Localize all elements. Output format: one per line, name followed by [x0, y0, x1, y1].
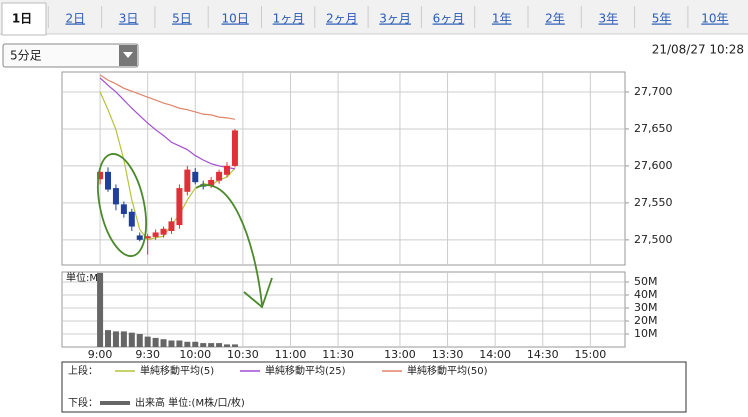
volume-bar	[184, 341, 191, 347]
legend-lower: 下段：	[68, 396, 98, 409]
moving-average-line	[99, 74, 236, 120]
legend-box	[61, 361, 687, 413]
volume-unit: 単位:M	[66, 271, 98, 284]
candle-body	[208, 179, 215, 186]
y-tick-label: 27,600	[634, 159, 673, 172]
tab[interactable]: 1ヶ月	[273, 12, 305, 26]
tab-bar	[0, 0, 748, 34]
legend-label: 単純移動平均(5)	[140, 364, 214, 377]
volume-bar	[105, 330, 112, 347]
legend-label: 単純移動平均(50)	[407, 364, 488, 377]
candle-body	[160, 228, 167, 235]
annotation-arrowhead	[243, 277, 273, 309]
volume-bar	[168, 340, 175, 347]
y-tick-label: 27,550	[634, 196, 673, 209]
volume-bar	[152, 337, 159, 347]
volume-bar	[231, 344, 238, 347]
x-tick-label: 15:00	[575, 348, 607, 361]
legend-label: 単純移動平均(25)	[265, 364, 346, 377]
tab[interactable]: 1年	[492, 12, 512, 26]
x-tick-label: 9:00	[88, 348, 113, 361]
x-tick-label: 11:30	[322, 348, 354, 361]
y-tick-label: 30M	[634, 301, 658, 314]
volume-bar	[216, 343, 223, 347]
timestamp: 21/08/27 10:28	[652, 43, 744, 57]
annotation-ellipse	[97, 153, 147, 257]
candle-body	[136, 235, 143, 240]
tab[interactable]: 3年	[598, 12, 618, 26]
volume-bar	[112, 331, 119, 347]
legend-upper: 上段：	[68, 364, 98, 377]
dropdown[interactable]	[2, 43, 139, 68]
moving-average-line	[99, 77, 236, 170]
candle-body	[192, 171, 199, 183]
tab[interactable]: 1日	[12, 12, 32, 26]
candle-body	[120, 204, 127, 214]
tab[interactable]: 2日	[65, 12, 85, 26]
x-tick-label: 13:00	[384, 348, 416, 361]
volume-bar	[192, 341, 199, 347]
y-tick-label: 27,650	[634, 122, 673, 135]
y-tick-label: 20M	[634, 314, 658, 327]
volume-bar	[136, 334, 143, 347]
candle-body	[184, 169, 191, 192]
x-tick-label: 11:00	[275, 348, 307, 361]
x-tick-label: 13:30	[432, 348, 464, 361]
tab[interactable]: 3ヶ月	[379, 12, 411, 26]
volume-bar	[128, 332, 135, 347]
tab[interactable]: 5日	[172, 12, 192, 26]
x-tick-label: 9:30	[135, 348, 160, 361]
tab[interactable]: 3日	[119, 12, 139, 26]
y-tick-label: 10M	[634, 327, 658, 340]
candle-body	[112, 188, 119, 205]
dropdown-label: 5分足	[10, 49, 42, 63]
volume-bar	[160, 339, 167, 347]
x-tick-label: 10:00	[179, 348, 211, 361]
volume-bar	[176, 340, 183, 347]
volume-bar	[200, 343, 207, 347]
candle-body	[128, 211, 135, 227]
volume-bar	[97, 272, 104, 347]
x-tick-label: 14:30	[527, 348, 559, 361]
volume-bar	[120, 331, 127, 347]
candle-body	[176, 188, 183, 226]
volume-bar	[144, 336, 151, 347]
volume-bar	[224, 344, 231, 347]
y-tick-label: 40M	[634, 288, 658, 301]
tab[interactable]: 2ヶ月	[326, 12, 358, 26]
tab[interactable]: 5年	[652, 12, 672, 26]
candle-body	[152, 232, 159, 237]
candle-body	[97, 171, 104, 180]
dropdown-arrow	[123, 52, 133, 58]
candle-body	[224, 165, 231, 175]
candle-body	[216, 171, 223, 181]
candle-body	[168, 221, 175, 231]
volume-plot	[61, 271, 626, 348]
y-tick-label: 27,500	[634, 233, 673, 246]
legend-label: 出来高 単位:(M株/口/枚)	[135, 396, 245, 409]
y-tick-label: 27,700	[634, 85, 673, 98]
candle-body	[144, 236, 151, 239]
tab[interactable]: 2年	[545, 12, 565, 26]
tab[interactable]: 6ヶ月	[433, 12, 465, 26]
y-tick-label: 50M	[634, 275, 658, 288]
price-plot	[61, 71, 626, 266]
annotation-arrow	[195, 184, 263, 306]
tab[interactable]: 10年	[701, 12, 728, 26]
candle-body	[105, 171, 112, 190]
tab-selected	[1, 2, 47, 36]
volume-bar	[208, 343, 215, 347]
x-tick-label: 14:00	[479, 348, 511, 361]
candle-body	[231, 130, 238, 166]
x-tick-label: 10:30	[227, 348, 259, 361]
tab[interactable]: 10日	[222, 12, 249, 26]
